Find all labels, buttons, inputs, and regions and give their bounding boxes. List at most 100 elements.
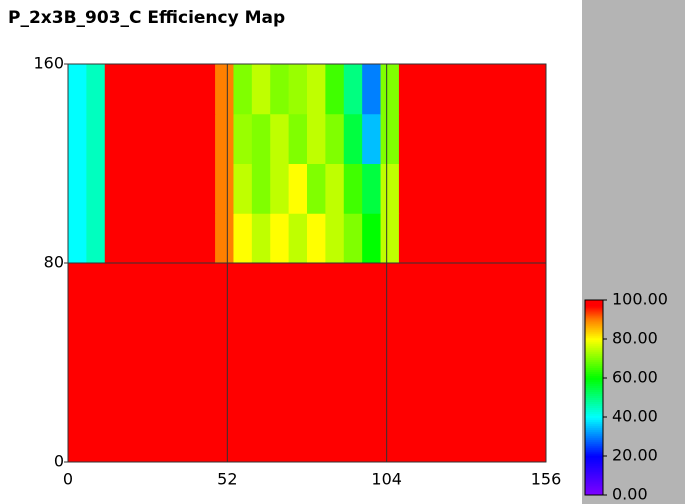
heat-cell (104, 163, 124, 214)
colorbar-segment (585, 327, 603, 331)
heat-cell (178, 362, 198, 413)
colorbar-segment (585, 361, 603, 365)
heat-cell (251, 64, 271, 115)
heat-cell (343, 412, 363, 463)
heat-cell (68, 213, 87, 264)
heat-cell (159, 263, 179, 314)
heat-cell (509, 263, 529, 314)
colorbar-segment (585, 413, 603, 416)
heat-cell (233, 213, 253, 264)
heat-cell (527, 113, 547, 164)
colorbar-segment (585, 373, 603, 377)
colorbar-segment (585, 403, 603, 406)
heat-cell (288, 263, 308, 314)
heat-cell (454, 412, 473, 463)
heat-cell (178, 213, 198, 264)
heat-cell (196, 263, 216, 314)
heat-cell (362, 312, 382, 363)
heat-cell (362, 163, 382, 214)
heat-cell (251, 362, 271, 413)
colorbar-segment (585, 461, 603, 464)
colorbar-segment (585, 303, 603, 307)
colorbar-segment (585, 397, 603, 400)
colorbar-segment (585, 391, 603, 395)
heat-cell (141, 263, 161, 314)
colorbar-segment (585, 433, 603, 436)
heat-cell (509, 113, 529, 164)
colorbar-frame (584, 299, 604, 496)
colorbar-segment (585, 301, 603, 305)
colorbar-segment (585, 441, 603, 444)
heat-cell (215, 163, 234, 214)
heat-cell (325, 64, 345, 115)
colorbar-segment (585, 431, 603, 434)
heat-cell (325, 412, 345, 463)
heat-cell (288, 163, 308, 214)
heat-cell (435, 412, 455, 463)
heat-cell (398, 412, 418, 463)
colorbar-segment (585, 333, 603, 337)
colorbar-segment (585, 399, 603, 402)
colorbar-segment (585, 455, 603, 458)
heat-cell (417, 64, 437, 115)
heat-cell (270, 362, 290, 413)
colorbar-segment (585, 313, 603, 317)
heat-cell (435, 362, 455, 413)
colorbar-label: 40.00 (612, 407, 658, 426)
colorbar-segment (585, 395, 603, 398)
heat-cell (104, 412, 124, 463)
colorbar-segment (585, 421, 603, 424)
colorbar-segment (585, 367, 603, 371)
heat-cell (472, 113, 492, 164)
heat-cell (159, 113, 179, 164)
heat-cell (490, 362, 510, 413)
heat-cell (123, 213, 143, 264)
heat-cell (159, 312, 179, 363)
heat-cell (215, 263, 234, 314)
colorbar-segment (585, 331, 603, 335)
heat-cell (196, 312, 216, 363)
heat-cell (141, 213, 161, 264)
colorbar-segment (585, 453, 603, 456)
heat-cell (307, 312, 326, 363)
heat-cell (159, 412, 179, 463)
chart-title: P_2x3B_903_C Efficiency Map (8, 8, 285, 28)
heat-cell (307, 213, 326, 264)
heat-cell (215, 213, 234, 264)
heat-cell (196, 64, 216, 115)
heat-cell (362, 362, 382, 413)
heat-cell (307, 163, 326, 214)
colorbar-segment (585, 381, 603, 385)
heat-cell (343, 113, 363, 164)
colorbar-segment (585, 489, 603, 492)
heat-cell (380, 362, 400, 413)
heat-cell (343, 263, 363, 314)
heat-cell (435, 163, 455, 214)
heat-cell (196, 412, 216, 463)
heat-cell (68, 113, 87, 164)
heat-cell (362, 64, 382, 115)
colorbar-segment (585, 353, 603, 357)
colorbar-segment (585, 427, 603, 430)
heat-cell (68, 412, 87, 463)
heat-cell (527, 412, 547, 463)
heat-cell (251, 263, 271, 314)
heat-cell (104, 213, 124, 264)
heat-cell (123, 263, 143, 314)
heat-cell (215, 113, 234, 164)
heat-cell (141, 163, 161, 214)
heat-cell (178, 312, 198, 363)
heat-cell (527, 362, 547, 413)
heat-cell (472, 362, 492, 413)
heat-cell (159, 213, 179, 264)
colorbar-label: 100.00 (612, 290, 668, 309)
heat-cell (86, 64, 106, 115)
heat-cell (86, 163, 106, 214)
colorbar-segment (585, 429, 603, 432)
heat-cell (233, 362, 253, 413)
colorbar-segment (585, 307, 603, 311)
heat-cell (288, 213, 308, 264)
colorbar-segment (585, 365, 603, 369)
